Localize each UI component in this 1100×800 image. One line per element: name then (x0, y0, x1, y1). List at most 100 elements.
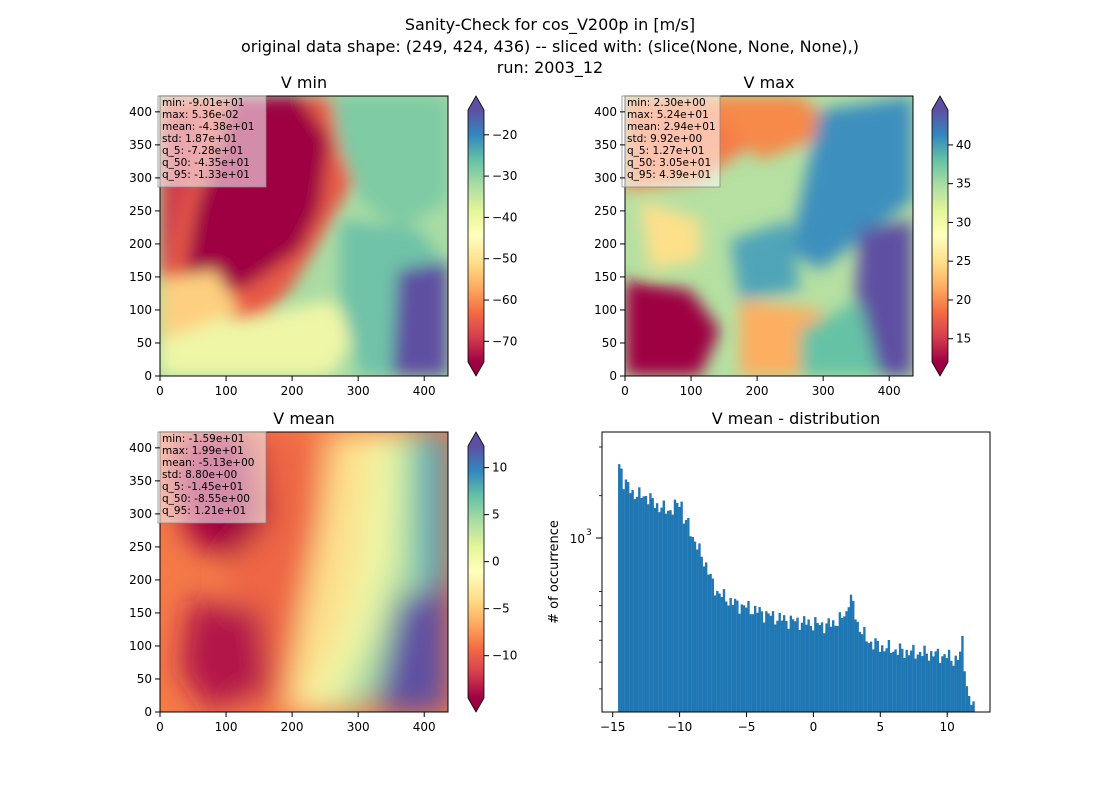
y-tick-label: 200 (594, 237, 617, 251)
stat-line: q_50: -8.55e+00 (162, 493, 250, 505)
colorbar-tick-label: 30 (956, 215, 971, 229)
histogram-bar (760, 611, 764, 712)
histogram-bar (930, 651, 933, 712)
x-tick-label: 400 (878, 384, 901, 398)
histogram-bar (858, 631, 862, 712)
histogram-bar (909, 650, 913, 712)
x-tick-label: −15 (600, 720, 625, 734)
histogram-bar (854, 619, 857, 712)
histogram-bar (774, 624, 777, 712)
histogram-bar (658, 512, 661, 712)
y-tick-label: 300 (129, 171, 152, 185)
stat-line: min: -9.01e+01 (162, 97, 244, 109)
figure-title-line-2: original data shape: (249, 424, 436) -- … (241, 37, 859, 56)
histogram-bar (722, 589, 726, 712)
histogram-bar (923, 645, 926, 712)
figure-title-line-3: run: 2003_12 (497, 58, 603, 78)
histogram-bar (751, 614, 755, 712)
histogram-bar (791, 619, 795, 712)
histogram-bar (965, 686, 969, 712)
panel-vmin-colorbar: −70 −60 −50 −40 −30 −20 (467, 95, 517, 377)
x-tick-label: 300 (347, 720, 370, 734)
histogram-bars (618, 464, 975, 712)
histogram-bar (789, 615, 793, 712)
histogram-bar (745, 607, 748, 712)
histogram-bar (671, 514, 674, 712)
histogram-bar (894, 649, 897, 712)
y-tick-label: 350 (594, 138, 617, 152)
histogram-bar (620, 468, 623, 712)
histogram-bar (836, 626, 839, 712)
histogram-bar (696, 549, 699, 712)
stat-line: q_50: 3.05e+01 (627, 157, 711, 169)
colorbar-tick-label: −10 (492, 649, 517, 663)
histogram-bar (896, 654, 899, 712)
histogram-bar (967, 695, 971, 712)
histogram-bar (776, 620, 779, 712)
x-tick-label: 300 (812, 384, 835, 398)
stat-line: max: 1.99e+01 (162, 445, 244, 457)
panel-vmax-frame (624, 95, 914, 377)
y-tick-label: 0 (609, 369, 617, 383)
y-tick-label: 0 (144, 369, 152, 383)
y-tick-label: 0 (144, 705, 152, 719)
colorbar-tick-label: −50 (492, 252, 517, 266)
histogram-bar (943, 654, 946, 712)
histogram-bar (798, 629, 801, 712)
histogram-bar (626, 482, 630, 712)
histogram-bar (816, 622, 819, 712)
histogram-bar (749, 614, 752, 712)
x-tick-label: 10 (940, 720, 955, 734)
panel-vmax-title: V max (744, 73, 795, 92)
panel-hist-axes: −15 −10 −5 0 5 10 (599, 446, 955, 734)
histogram-bar (800, 622, 804, 712)
histogram-bar (843, 616, 846, 712)
histogram-bar (736, 600, 739, 712)
colorbar-tick-label: 40 (956, 138, 971, 152)
histogram-bar (660, 507, 663, 712)
histogram-bar (638, 487, 641, 712)
histogram-bar (753, 605, 757, 712)
colorbar-tick-label: 15 (956, 332, 971, 346)
histogram-bar (892, 651, 895, 712)
histogram-bar (907, 655, 911, 712)
histogram-bar (811, 630, 815, 712)
histogram-bar (738, 613, 741, 712)
histogram-bar (818, 624, 821, 712)
histogram-bar (794, 621, 797, 712)
stat-line: max: 5.24e+01 (627, 109, 709, 121)
histogram-bar (769, 615, 772, 712)
histogram-bar (713, 595, 717, 712)
histogram-bar (689, 536, 692, 712)
histogram-bar (720, 597, 723, 712)
histogram-bar (885, 648, 888, 712)
histogram-bar (961, 635, 964, 712)
histogram-bar (765, 611, 768, 712)
x-tick-label: 200 (281, 384, 304, 398)
histogram-bar (796, 617, 799, 712)
histogram-bar (684, 519, 688, 712)
y-tick-label: 400 (129, 105, 152, 119)
y-tick-label: 50 (137, 336, 152, 350)
histogram-bar (959, 651, 962, 712)
histogram-bar (876, 641, 879, 712)
histogram-bar (972, 701, 975, 712)
histogram-bar (733, 598, 737, 712)
histogram-bar (727, 605, 730, 712)
x-tick-label: −10 (667, 720, 692, 734)
histogram-bar (803, 616, 806, 712)
colorbar-tick-label: 0 (492, 555, 500, 569)
panel-vmin-axes: 0 100 200 300 400 0 50 100 150 200 250 300 350 400 (129, 105, 436, 398)
histogram-bar (849, 594, 853, 712)
histogram-bar (829, 626, 833, 712)
stat-line: min: -1.59e+01 (162, 433, 244, 445)
histogram-bar (704, 562, 708, 712)
y-tick-label: 350 (129, 138, 152, 152)
histogram-bar (642, 496, 645, 712)
histogram-bar (711, 578, 715, 712)
y-tick-label: 200 (129, 573, 152, 587)
histogram-bar (847, 607, 850, 712)
histogram-bar (740, 604, 744, 712)
histogram-bar (856, 621, 859, 712)
histogram-bar (941, 656, 944, 712)
